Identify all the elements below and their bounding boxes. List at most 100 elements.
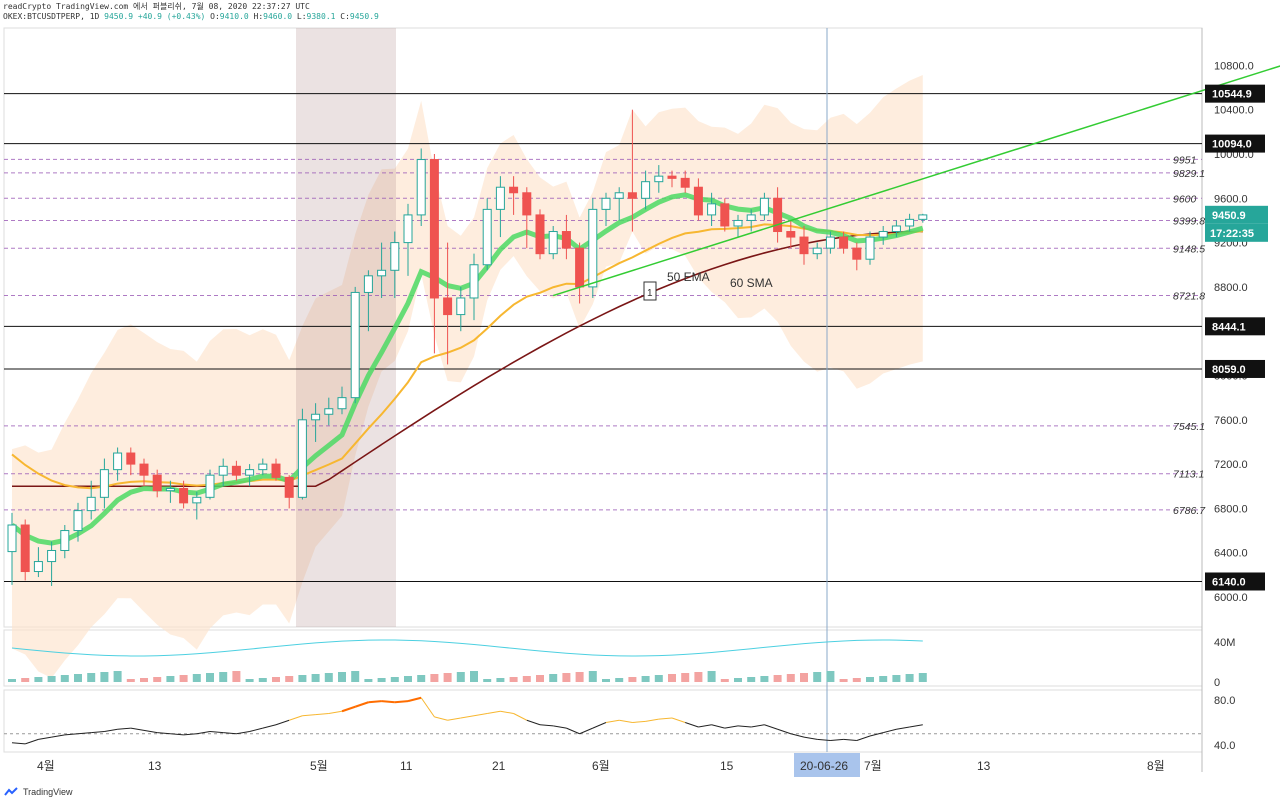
volume-bar — [681, 673, 690, 682]
oscillator-line-segment — [619, 719, 633, 723]
level-label-italic: 9148.5 — [1173, 243, 1205, 255]
oscillator-line-segment — [236, 731, 250, 735]
volume-bar — [364, 679, 373, 682]
candle-body — [654, 175, 664, 183]
candle-body — [601, 197, 611, 210]
candle-body — [192, 496, 202, 504]
oscillator-line-segment — [289, 715, 303, 721]
volume-bar — [100, 672, 109, 682]
candle-body — [509, 186, 519, 194]
candle-body — [284, 476, 294, 498]
time-tick-label: 13 — [148, 759, 162, 773]
high-label: H: — [253, 12, 264, 21]
oscillator-line-segment — [500, 710, 514, 714]
candle-body — [99, 469, 109, 498]
volume-bar — [272, 677, 280, 682]
oscillator-line-segment — [315, 713, 329, 716]
level-label-italic: 6786.7 — [1173, 505, 1206, 517]
tradingview-logo-icon — [4, 787, 18, 796]
volume-bar — [496, 678, 505, 682]
candle-body — [495, 186, 505, 210]
oscillator-line-segment — [275, 719, 290, 726]
candle-body — [60, 530, 70, 551]
candle-body — [865, 236, 875, 260]
level-label-text: 8444.1 — [1212, 321, 1246, 333]
price-tick-label: 9600.0 — [1214, 193, 1248, 205]
candle-body — [231, 465, 241, 476]
low-label: L: — [296, 12, 307, 21]
level-label-italic: 9951 — [1173, 154, 1196, 166]
volume-bar — [654, 675, 663, 682]
time-tick-label: 5월 — [310, 759, 328, 773]
candle-body — [482, 208, 492, 266]
candle-body — [812, 247, 822, 255]
volume-bar — [800, 673, 808, 682]
volume-bar — [509, 677, 518, 682]
oscillator-line-segment — [869, 732, 884, 737]
candle-body — [179, 487, 189, 504]
price-tick-label: 6400.0 — [1214, 548, 1248, 560]
candle-body — [73, 510, 83, 532]
candle-body — [799, 236, 809, 255]
time-tick-label: 15 — [720, 759, 734, 773]
volume-bar — [734, 678, 742, 682]
candle-body — [561, 231, 571, 249]
last-price: 9450.9 — [104, 12, 134, 21]
candle-body — [363, 275, 373, 293]
price-tick-label: 8800.0 — [1214, 282, 1248, 294]
candle-body — [126, 452, 136, 465]
candle-body — [297, 419, 307, 498]
volume-bar — [668, 674, 676, 682]
oscillator-line-segment — [856, 735, 871, 741]
oscillator-line-segment — [592, 722, 607, 729]
annotation-callout — [643, 281, 657, 301]
volume-bar — [179, 675, 188, 682]
candle-body — [390, 242, 400, 271]
volume-ma-line — [11, 639, 923, 657]
highlight-zone — [296, 28, 396, 627]
volume-bar — [786, 674, 795, 682]
level-label-italic: 9600 — [1173, 193, 1197, 205]
candle-body — [350, 291, 360, 399]
level-label-box — [1205, 572, 1265, 591]
candle-body — [258, 463, 268, 471]
oscillator-line-segment — [183, 733, 197, 736]
annotation-ema-label: 50 EMA — [667, 270, 710, 284]
level-label-text: 8059.0 — [1212, 364, 1246, 376]
oscillator-line-segment — [368, 700, 382, 704]
volume-bar — [60, 675, 69, 682]
volume-bar — [166, 676, 175, 682]
level-label-box — [1205, 84, 1265, 103]
low-value: 9380.1 — [306, 12, 336, 21]
oscillator-line-segment — [170, 733, 184, 736]
volume-bar — [47, 676, 56, 682]
time-tick-label: 6월 — [592, 759, 610, 773]
volume-bar — [839, 679, 848, 682]
candle-body — [614, 192, 624, 199]
price-tick-label: 7600.0 — [1214, 415, 1248, 427]
annotation-number: 1 — [647, 288, 653, 299]
candle-body — [205, 474, 215, 498]
candle-body — [627, 192, 637, 199]
oscillator-line-segment — [447, 717, 461, 721]
oscillator-line-segment — [830, 738, 844, 741]
candle-body — [825, 236, 835, 249]
volume-bar — [549, 674, 558, 682]
candle-body — [575, 247, 585, 288]
volume-bar — [206, 673, 214, 682]
candle-body — [33, 561, 43, 573]
volume-bar — [232, 671, 241, 682]
high-value: 9460.0 — [263, 12, 293, 21]
oscillator-line-segment — [117, 727, 131, 730]
volume-bar — [694, 672, 703, 682]
oscillator-line-segment — [196, 731, 211, 735]
trend-line — [552, 65, 1280, 297]
annotation-sma-label: 60 SMA — [730, 276, 773, 290]
time-tick-label: 4월 — [37, 759, 55, 773]
volume-bar — [219, 672, 228, 682]
oscillator-line-segment — [64, 733, 79, 736]
volume-bar — [351, 671, 360, 682]
tradingview-watermark[interactable]: TradingView — [4, 787, 73, 797]
level-label-italic: 9829.1 — [1173, 168, 1205, 180]
